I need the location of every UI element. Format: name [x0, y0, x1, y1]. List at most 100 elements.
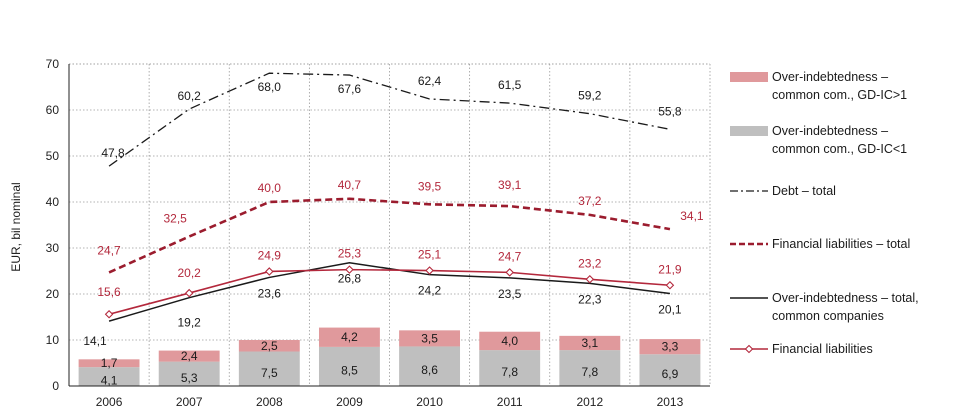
line-marker [585, 275, 595, 284]
bar-data-label: 7,8 [501, 365, 518, 379]
legend-entry-label: common com., GD-IC>1 [772, 88, 907, 102]
line-data-label: 60,2 [178, 89, 202, 103]
bar-data-label: 4,2 [341, 330, 358, 344]
legend-entry-label: Financial liabilities [772, 342, 873, 356]
legend-entry-label: Over-indebtedness – total, [772, 291, 919, 305]
x-tick-label: 2009 [336, 395, 363, 409]
bar-data-label: 1,7 [101, 356, 118, 370]
bar-segment [78, 367, 140, 386]
bar-segment [479, 350, 541, 386]
grid [69, 63, 711, 386]
x-tick-label: 2012 [576, 395, 603, 409]
line-series [108, 261, 671, 322]
line-data-label: 20,1 [658, 303, 682, 317]
line-data-label: 26,8 [338, 272, 362, 286]
bar-data-label: 8,6 [421, 363, 438, 377]
line-data-label: 24,7 [97, 243, 121, 257]
data-labels: 4,1 5,3 7,5 8,5 8,6 7,8 7,8 6,9 1,7 2,4 2,5 4,2 3,5 4… [83, 74, 704, 388]
line-data-label: 32,5 [164, 212, 188, 226]
bar-data-label: 4,1 [101, 374, 118, 388]
line-data-label: 22,3 [578, 292, 602, 306]
y-tick-label: 10 [46, 333, 60, 347]
line-data-label: 67,6 [338, 82, 362, 96]
bar-segment [399, 330, 461, 347]
y-tick-label: 30 [46, 241, 60, 255]
line-data-label: 24,7 [498, 249, 522, 263]
bar-segment [318, 327, 380, 347]
line-data-label: 34,1 [680, 209, 704, 223]
line-marker [265, 267, 274, 276]
legend-entry-label: Over-indebtedness – [772, 70, 888, 84]
x-tick-label: 2008 [256, 395, 283, 409]
y-tick-label: 70 [46, 57, 60, 71]
line-data-label: 55,8 [658, 104, 682, 118]
legend-marker [744, 344, 754, 354]
bar-data-label: 3,1 [581, 336, 598, 350]
legend-entry-label: Over-indebtedness – [772, 124, 888, 138]
line-data-label: 25,1 [418, 248, 442, 262]
bar-segment [78, 359, 140, 368]
bar-segment [158, 350, 220, 362]
line-marker [505, 268, 514, 277]
line-data-label: 21,9 [658, 262, 682, 276]
y-axis-label: EUR, bil nominal [9, 182, 23, 271]
legend-swatch [730, 126, 768, 136]
line-data-label: 15,6 [97, 285, 121, 299]
x-tick-label: 2007 [176, 395, 203, 409]
line-data-label: 24,2 [418, 284, 442, 298]
bar-data-label: 3,5 [421, 331, 438, 345]
bar-segment [639, 354, 701, 386]
bars [78, 327, 701, 386]
y-tick-label: 20 [46, 287, 60, 301]
legend-entry-label: common companies [772, 309, 884, 323]
line-marker [104, 309, 114, 319]
line-data-label: 23,6 [258, 286, 282, 300]
line-marker [425, 266, 434, 275]
bar-segment [479, 331, 541, 351]
legend-entry-label: Debt – total [772, 184, 836, 198]
legend-entry-label: Financial liabilities – total [772, 237, 910, 251]
line-series [108, 72, 671, 167]
bar-segment [559, 335, 621, 351]
line-data-label: 20,2 [178, 266, 202, 280]
bar-segment [639, 339, 701, 355]
axes: 0 10 20 30 40 50 60 70 2006 2007 2008 2009 2010 2011 2… [46, 57, 710, 409]
y-tick-label: 0 [52, 379, 59, 393]
bar-data-label: 5,3 [181, 371, 198, 385]
bar-segment [318, 346, 380, 386]
line-marker [184, 288, 194, 298]
y-tick-label: 60 [46, 103, 60, 117]
line-series [108, 268, 670, 316]
lines [104, 72, 675, 322]
line-data-label: 61,5 [498, 78, 522, 92]
line-data-label: 40,7 [338, 178, 362, 192]
line-data-label: 59,2 [578, 89, 602, 103]
bar-data-label: 7,5 [261, 366, 278, 380]
bar-data-label: 3,3 [662, 340, 679, 354]
x-tick-label: 2011 [497, 395, 523, 409]
y-tick-label: 40 [46, 195, 60, 209]
line-data-label: 39,1 [498, 178, 522, 192]
bar-segment [399, 346, 461, 386]
line-data-label: 23,2 [578, 256, 602, 270]
bar-segment [559, 350, 621, 386]
line-data-label: 23,5 [498, 287, 522, 301]
bar-data-label: 7,8 [581, 365, 598, 379]
line-data-label: 37,2 [578, 194, 602, 208]
y-tick-label: 50 [46, 149, 60, 163]
line-data-label: 68,0 [258, 80, 282, 94]
line-data-label: 40,0 [258, 181, 282, 195]
x-tick-label: 2006 [96, 395, 123, 409]
bar-segment [158, 361, 220, 386]
line-data-label: 25,3 [338, 247, 362, 261]
bar-data-label: 2,5 [261, 339, 278, 353]
line-data-label: 62,4 [418, 74, 442, 88]
bar-data-label: 8,5 [341, 363, 358, 377]
line-data-label: 19,2 [178, 316, 202, 330]
line-data-label: 39,5 [418, 179, 442, 193]
bar-data-label: 2,4 [181, 349, 198, 363]
bar-segment [238, 351, 300, 386]
bar-segment [238, 340, 300, 352]
line-data-label: 24,9 [258, 248, 282, 262]
